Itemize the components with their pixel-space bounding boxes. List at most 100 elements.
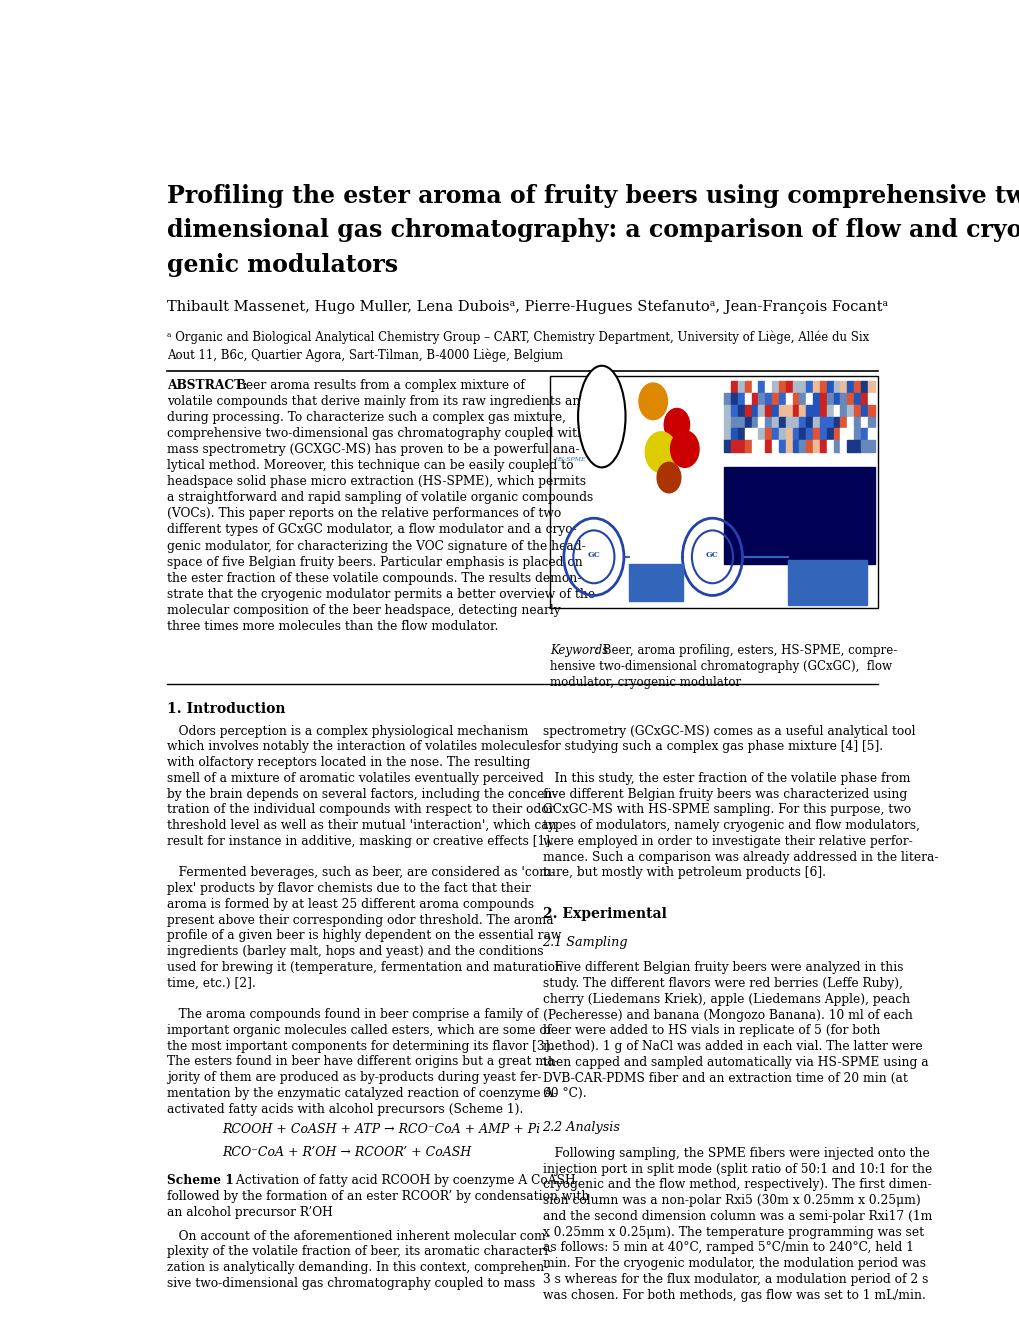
Bar: [744, 393, 751, 405]
Text: RCO⁻CoA + R’OH → RCOOR’ + CoASH: RCO⁻CoA + R’OH → RCOOR’ + CoASH: [222, 1146, 471, 1159]
Bar: [771, 381, 779, 393]
Bar: [744, 381, 751, 393]
Bar: [812, 417, 819, 429]
Text: lytical method. Moreover, this technique can be easily coupled to: lytical method. Moreover, this technique…: [167, 459, 573, 473]
Bar: [723, 417, 731, 429]
Bar: [799, 381, 805, 393]
Text: Fermented beverages, such as beer, are considered as 'com-: Fermented beverages, such as beer, are c…: [167, 866, 554, 879]
Bar: [826, 381, 833, 393]
Text: Mass
spectrometry: Mass spectrometry: [805, 574, 847, 586]
Text: five different Belgian fruity beers was characterized using: five different Belgian fruity beers was …: [542, 788, 906, 800]
Bar: [799, 441, 805, 453]
Text: present above their corresponding odor threshold. The aroma: present above their corresponding odor t…: [167, 913, 553, 927]
Text: ABSTRACT:: ABSTRACT:: [167, 379, 248, 392]
Bar: [812, 405, 819, 417]
Text: activated fatty acids with alcohol precursors (Scheme 1).: activated fatty acids with alcohol precu…: [167, 1102, 523, 1115]
Bar: [764, 441, 771, 453]
Text: types of modulators, namely cryogenic and flow modulators,: types of modulators, namely cryogenic an…: [542, 818, 918, 832]
Text: The esters found in beer have different origins but a great ma-: The esters found in beer have different …: [167, 1056, 558, 1068]
Text: three times more molecules than the flow modulator.: three times more molecules than the flow…: [167, 620, 498, 632]
Bar: [853, 441, 860, 453]
Bar: [758, 417, 764, 429]
Bar: [860, 417, 867, 429]
Bar: [764, 429, 771, 441]
Circle shape: [663, 408, 689, 441]
Bar: [792, 417, 799, 429]
Text: Scheme 1: Scheme 1: [167, 1175, 233, 1187]
Bar: [840, 441, 847, 453]
Text: used for brewing it (temperature, fermentation and maturation: used for brewing it (temperature, fermen…: [167, 961, 562, 974]
Text: time, etc.) [2].: time, etc.) [2].: [167, 977, 256, 990]
Bar: [629, 564, 683, 601]
Bar: [731, 393, 738, 405]
Bar: [758, 429, 764, 441]
Text: plex' products by flavor chemists due to the fact that their: plex' products by flavor chemists due to…: [167, 882, 530, 895]
Bar: [840, 405, 847, 417]
Bar: [853, 417, 860, 429]
Bar: [826, 393, 833, 405]
Text: Activation of fatty acid RCOOH by coenzyme A CoASH: Activation of fatty acid RCOOH by coenzy…: [231, 1175, 575, 1187]
Text: were employed in order to investigate their relative perfor-: were employed in order to investigate th…: [542, 834, 911, 847]
Text: min. For the cryogenic modulator, the modulation period was: min. For the cryogenic modulator, the mo…: [542, 1257, 924, 1270]
Bar: [738, 381, 744, 393]
Bar: [792, 429, 799, 441]
Bar: [779, 393, 785, 405]
Text: hensive two-dimensional chromatography (GCxGC),  flow: hensive two-dimensional chromatography (…: [550, 660, 892, 673]
Bar: [819, 429, 826, 441]
Text: 60 °C).: 60 °C).: [542, 1088, 586, 1101]
Text: threshold level as well as their mutual 'interaction', which can: threshold level as well as their mutual …: [167, 818, 556, 832]
Text: important organic molecules called esters, which are some of: important organic molecules called ester…: [167, 1024, 550, 1038]
Bar: [723, 393, 731, 405]
Bar: [860, 393, 867, 405]
Bar: [785, 405, 792, 417]
Text: molecular composition of the beer headspace, detecting nearly: molecular composition of the beer headsp…: [167, 603, 560, 616]
Text: (VOCs). This paper reports on the relative performances of two: (VOCs). This paper reports on the relati…: [167, 507, 560, 520]
Bar: [744, 441, 751, 453]
Bar: [805, 405, 812, 417]
Bar: [860, 381, 867, 393]
Text: genic modulators: genic modulators: [167, 253, 397, 277]
Bar: [771, 441, 779, 453]
Bar: [751, 393, 758, 405]
Text: sive two-dimensional gas chromatography coupled to mass: sive two-dimensional gas chromatography …: [167, 1276, 535, 1290]
Bar: [847, 441, 853, 453]
Bar: [792, 393, 799, 405]
Text: 2.2 Analysis: 2.2 Analysis: [542, 1122, 620, 1134]
Text: 3 s whereas for the flux modulator, a modulation period of 2 s: 3 s whereas for the flux modulator, a mo…: [542, 1272, 927, 1286]
Text: 2. Experimental: 2. Experimental: [542, 907, 665, 921]
Bar: [826, 405, 833, 417]
Bar: [799, 393, 805, 405]
Bar: [847, 393, 853, 405]
Bar: [731, 405, 738, 417]
Bar: [771, 429, 779, 441]
Text: a straightforward and rapid sampling of volatile organic compounds: a straightforward and rapid sampling of …: [167, 491, 593, 504]
Text: Aout 11, B6c, Quartier Agora, Sart-Tilman, B-4000 Liège, Belgium: Aout 11, B6c, Quartier Agora, Sart-Tilma…: [167, 348, 562, 362]
Text: zation is analytically demanding. In this context, comprehen-: zation is analytically demanding. In thi…: [167, 1261, 548, 1274]
Text: spectrometry (GCxGC-MS) comes as a useful analytical tool: spectrometry (GCxGC-MS) comes as a usefu…: [542, 725, 914, 738]
Bar: [847, 429, 853, 441]
Circle shape: [669, 430, 698, 467]
Text: dimensional gas chromatography: a comparison of flow and cryo-: dimensional gas chromatography: a compar…: [167, 218, 1019, 243]
Bar: [723, 467, 873, 564]
Text: : Beer, aroma profiling, esters, HS-SPME, compre-: : Beer, aroma profiling, esters, HS-SPME…: [594, 644, 896, 657]
Bar: [751, 405, 758, 417]
Bar: [799, 417, 805, 429]
Text: was chosen. For both methods, gas flow was set to 1 mL/min.: was chosen. For both methods, gas flow w…: [542, 1288, 924, 1302]
Bar: [731, 381, 738, 393]
Text: jority of them are produced as by-products during yeast fer-: jority of them are produced as by-produc…: [167, 1071, 541, 1084]
Bar: [731, 429, 738, 441]
Text: different types of GCxGC modulator, a flow modulator and a cryo-: different types of GCxGC modulator, a fl…: [167, 524, 576, 536]
Text: GC: GC: [705, 550, 718, 558]
Bar: [779, 381, 785, 393]
Text: for studying such a complex gas phase mixture [4] [5].: for studying such a complex gas phase mi…: [542, 741, 881, 754]
Text: x 0.25mm x 0.25μm). The temperature programming was set: x 0.25mm x 0.25μm). The temperature prog…: [542, 1226, 923, 1238]
Bar: [799, 405, 805, 417]
Text: mance. Such a comparison was already addressed in the litera-: mance. Such a comparison was already add…: [542, 850, 937, 863]
Text: study. The different flavors were red berries (Leffe Ruby),: study. The different flavors were red be…: [542, 977, 902, 990]
Bar: [860, 441, 867, 453]
Text: beer were added to HS vials in replicate of 5 (for both: beer were added to HS vials in replicate…: [542, 1024, 879, 1038]
Bar: [792, 381, 799, 393]
Bar: [819, 417, 826, 429]
Bar: [779, 405, 785, 417]
Bar: [853, 429, 860, 441]
